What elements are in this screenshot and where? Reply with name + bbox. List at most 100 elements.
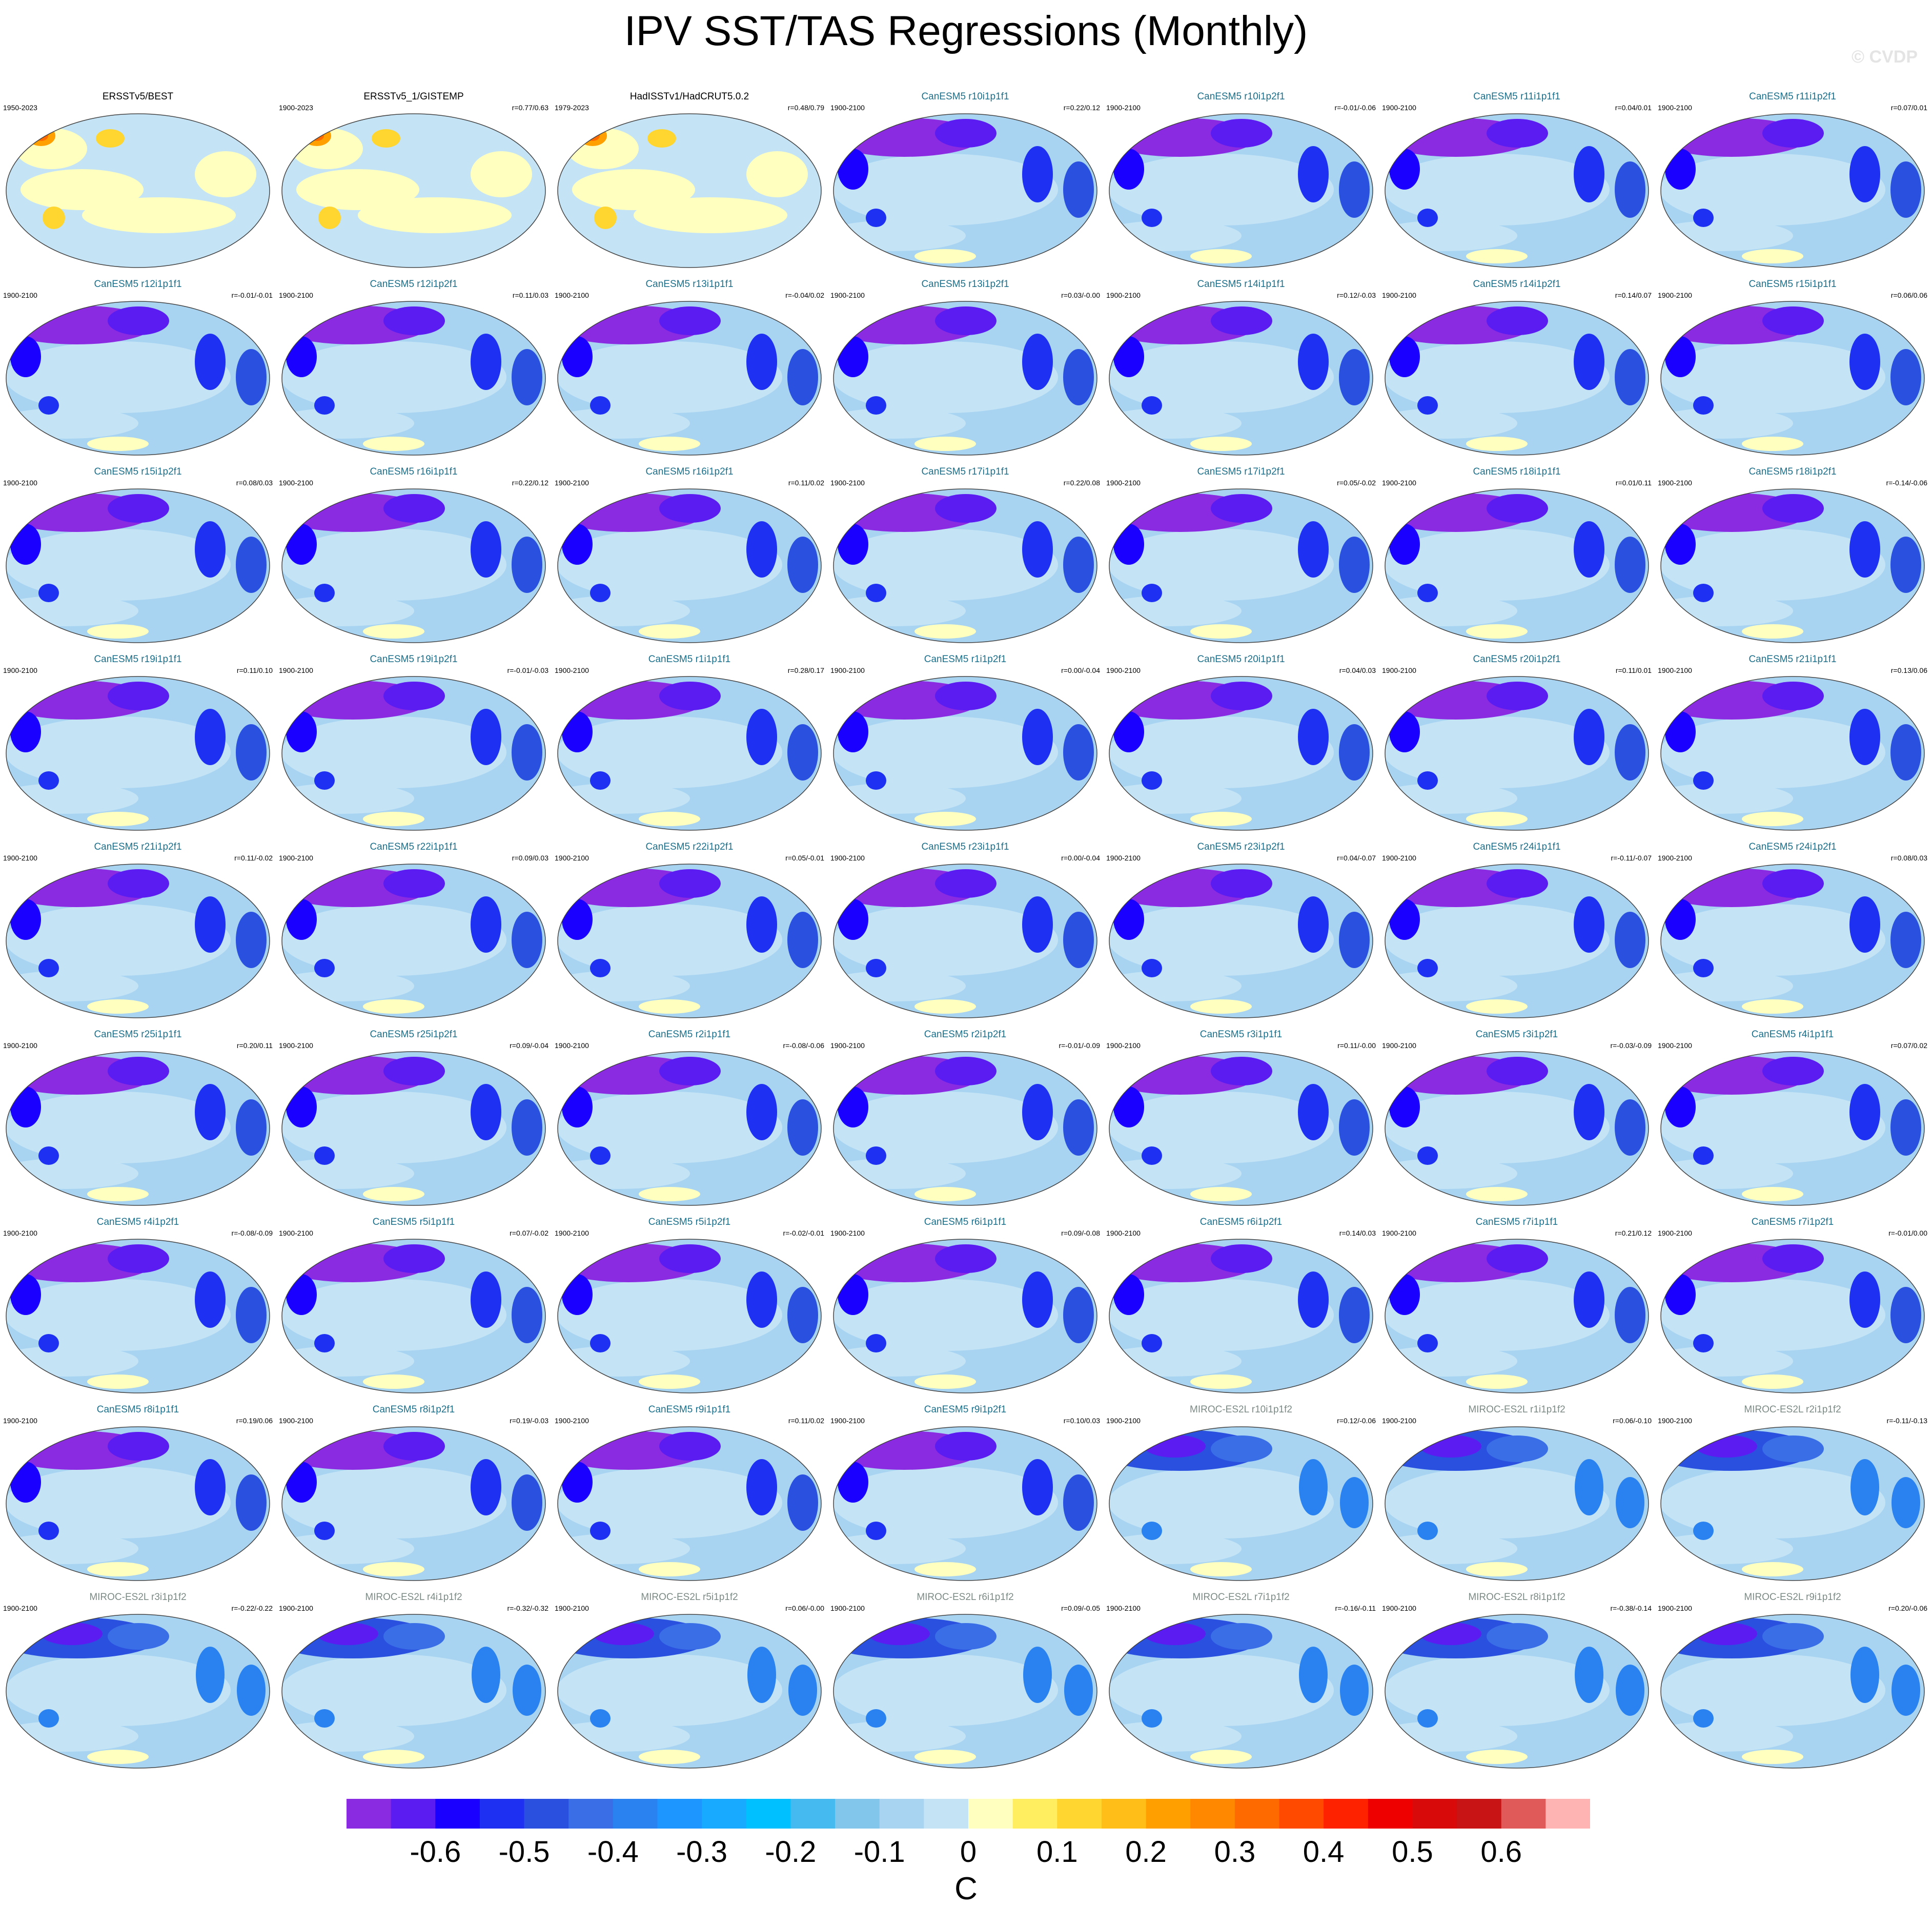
map-outline (281, 488, 546, 643)
east-asia-cold (10, 711, 41, 752)
south-america-cold (195, 334, 226, 390)
antarctic-warm-patch (363, 1374, 424, 1389)
regression-map (1385, 1426, 1649, 1581)
pacific-light-band (1661, 341, 1885, 413)
australia-cool (590, 1709, 611, 1728)
east-asia-cold (838, 1086, 868, 1127)
panel-title: CanESM5 r15i1p1f1 (1748, 279, 1837, 290)
pacific-light-band (558, 1279, 782, 1351)
north-america-cold (108, 682, 169, 710)
panel-correlation: r=-0.03/-0.09 (1610, 1041, 1652, 1050)
colorbar-swatch (1057, 1799, 1102, 1829)
north-america-cool (108, 1623, 169, 1650)
north-america-cold (1762, 119, 1824, 148)
map-outline (1385, 676, 1649, 831)
colorbar-swatch (1368, 1799, 1413, 1829)
map-panel: CanESM5 r2i1p1f1 1900-2100 r=-0.08/-0.06 (552, 1025, 827, 1213)
east-asia-cold (838, 1462, 868, 1503)
north-america-cold (383, 869, 445, 898)
map-outline (281, 113, 546, 268)
north-america-cold (1211, 682, 1272, 710)
regression-map (833, 1614, 1097, 1769)
australia-cold (866, 771, 886, 790)
colorbar-swatch (1101, 1799, 1147, 1829)
south-america-cold (1574, 1084, 1604, 1140)
tropical-warm-band (358, 197, 512, 233)
pacific-light-band (282, 1279, 506, 1351)
panel-title: CanESM5 r4i1p1f1 (1751, 1029, 1834, 1040)
map-panel: ERSSTv5_1/GISTEMP 1900-2023 r=0.77/0.63 (276, 87, 552, 275)
panel-correlation: r=0.09/-0.04 (510, 1041, 548, 1050)
panel-correlation: r=0.08/0.03 (1890, 854, 1927, 862)
pacific-light-band (833, 154, 1058, 225)
pacific-light-band (1385, 716, 1610, 788)
regression-map (557, 1051, 822, 1206)
africa-cold (1339, 349, 1370, 405)
africa-cool (1892, 1665, 1920, 1716)
east-asia-cold (838, 149, 868, 190)
australia-cold (866, 584, 886, 602)
pacific-light-band (1661, 1654, 1885, 1726)
australia-cold (314, 1146, 335, 1165)
map-panel: CanESM5 r6i1p1f1 1900-2100 r=0.09/-0.08 (827, 1213, 1103, 1400)
panel-correlation: r=0.07/-0.02 (510, 1229, 548, 1237)
regression-map (1109, 1614, 1373, 1769)
north-america-cold (659, 494, 721, 523)
panel-period: 1900-2100 (279, 1417, 313, 1425)
map-outline (557, 676, 822, 831)
map-panel: CanESM5 r25i1p2f1 1900-2100 r=0.09/-0.04 (276, 1025, 552, 1213)
regression-map (833, 113, 1097, 268)
australia-cold (1693, 1146, 1714, 1165)
south-america-cold (746, 1459, 777, 1515)
map-panel: MIROC-ES2L r9i1p1f2 1900-2100 r=0.20/-0.06 (1655, 1588, 1930, 1775)
colorbar-tick-label: 0.6 (1480, 1835, 1522, 1869)
south-america-cold (1022, 146, 1053, 202)
antarctic-warm-patch (1466, 812, 1528, 826)
panel-period: 1900-2100 (279, 1041, 313, 1050)
pacific-light-band (558, 529, 782, 601)
panel-period: 1900-2100 (279, 291, 313, 299)
map-panel: MIROC-ES2L r3i1p1f2 1900-2100 r=-0.22/-0.2… (0, 1588, 276, 1775)
africa-cold (787, 912, 818, 968)
antarctic-warm-patch (1190, 1750, 1252, 1764)
north-america-cold (1487, 1244, 1548, 1273)
pacific-light-band (1109, 1467, 1334, 1538)
australia-cold (38, 584, 59, 602)
africa-cold (1339, 1287, 1370, 1343)
australia-cold (866, 396, 886, 415)
map-panel: CanESM5 r3i1p2f1 1900-2100 r=-0.03/-0.09 (1379, 1025, 1655, 1213)
panel-period: 1900-2100 (1658, 1229, 1692, 1237)
south-america-cold (1298, 146, 1329, 202)
map-outline (1660, 1614, 1925, 1769)
east-asia-cold (1665, 1274, 1696, 1315)
north-america-cool (659, 1623, 721, 1650)
panel-period: 1900-2100 (1106, 1041, 1141, 1050)
north-america-cold (383, 494, 445, 523)
east-asia-cold (562, 711, 593, 752)
antarctic-warm-patch (1466, 1562, 1528, 1576)
panel-correlation: r=-0.01/-0.06 (1334, 104, 1376, 112)
north-america-cold (1487, 119, 1548, 148)
antarctic-warm-patch (1190, 812, 1252, 826)
pacific-light-band (1385, 1092, 1610, 1163)
east-asia-cold (286, 1462, 317, 1503)
pacific-light-band (1661, 1092, 1885, 1163)
regression-map (1385, 1614, 1649, 1769)
map-panel: CanESM5 r12i1p2f1 1900-2100 r=0.11/0.03 (276, 275, 552, 462)
map-panel: CanESM5 r8i1p1f1 1900-2100 r=0.19/0.06 (0, 1400, 276, 1588)
colorbar-swatch (1012, 1799, 1057, 1829)
panel-period: 1900-2100 (3, 1604, 37, 1612)
south-america-cold (1298, 709, 1329, 765)
south-america-cold (1298, 896, 1329, 953)
north-america-cool (1762, 1435, 1824, 1462)
pacific-light-band (833, 904, 1058, 976)
panel-title: CanESM5 r13i1p1f1 (645, 279, 734, 290)
australia-cool (1417, 1522, 1438, 1540)
panel-title: HadISSTv1/HadCRUT5.0.2 (629, 91, 749, 102)
map-panel: CanESM5 r17i1p1f1 1900-2100 r=0.22/0.08 (827, 462, 1103, 650)
map-panel: CanESM5 r1i1p1f1 1900-2100 r=0.28/0.17 (552, 650, 827, 837)
panel-period: 1900-2100 (1658, 1604, 1692, 1612)
panel-period: 1900-2100 (279, 479, 313, 487)
panel-correlation: r=0.06/-0.10 (1613, 1417, 1652, 1425)
panel-title: CanESM5 r7i1p2f1 (1751, 1217, 1834, 1227)
